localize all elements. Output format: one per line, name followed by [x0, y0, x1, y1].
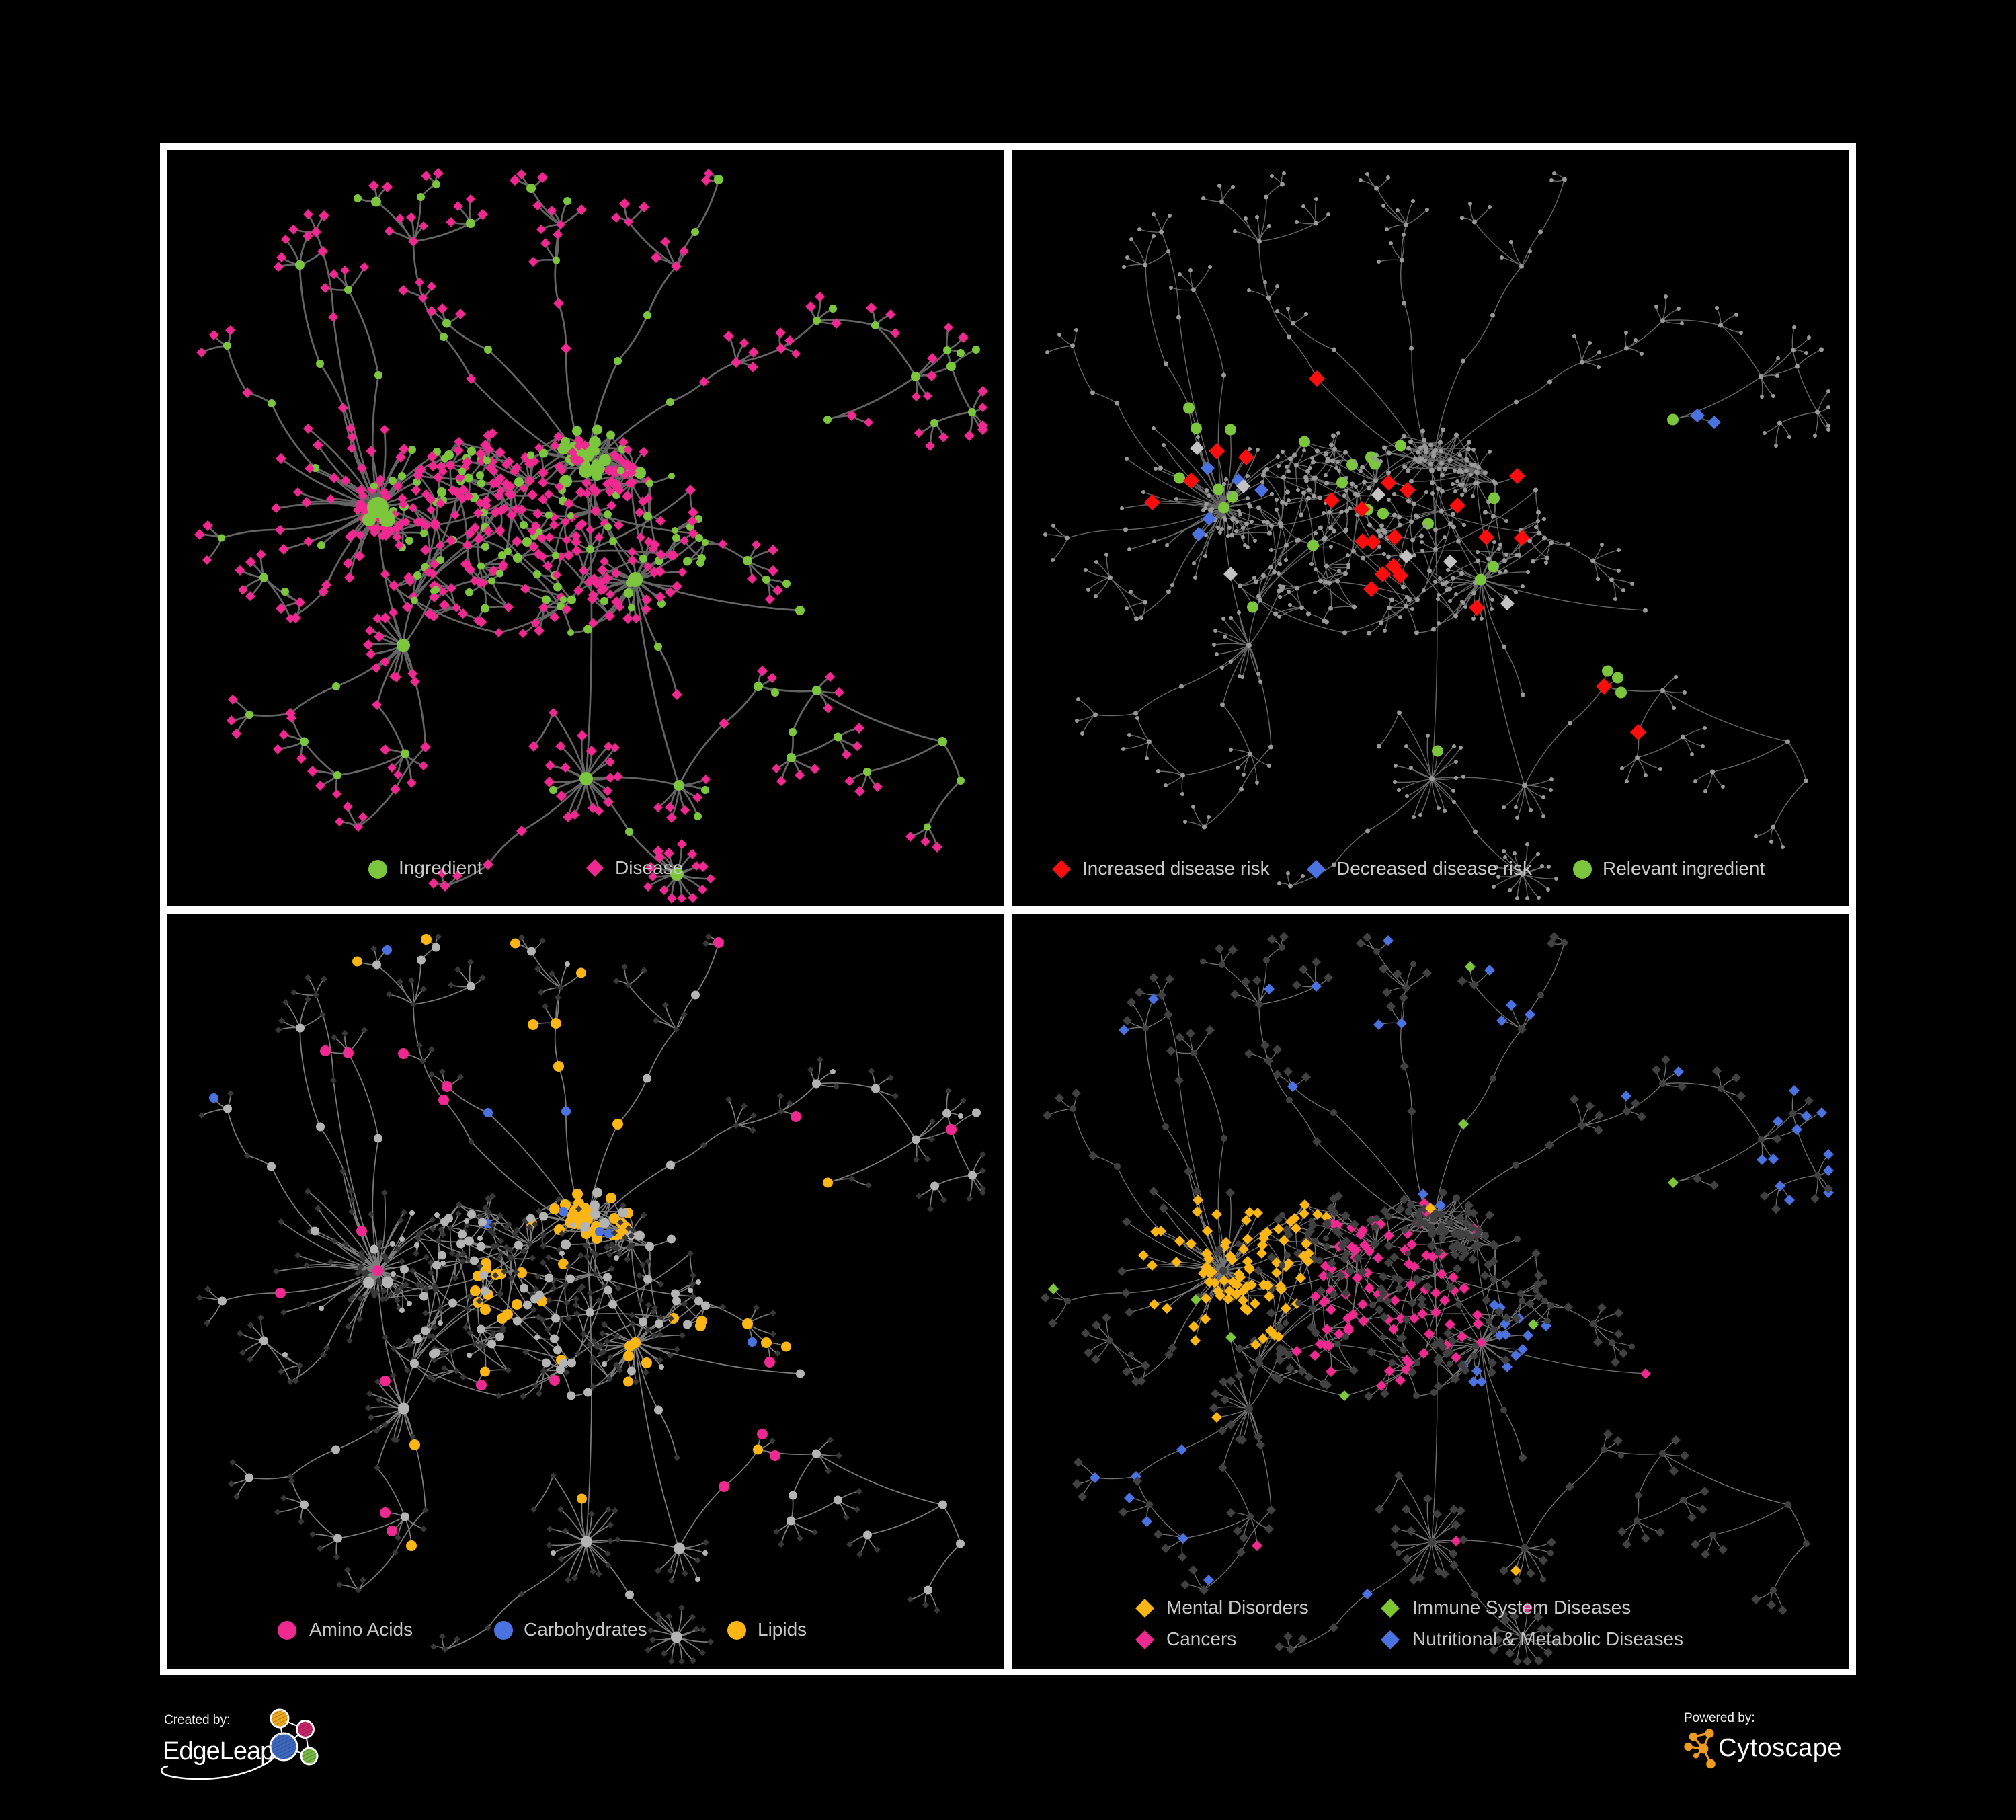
svg-text:Lipids: Lipids [758, 1619, 807, 1640]
svg-text:Powered by:: Powered by: [1684, 1711, 1755, 1725]
svg-text:Relevant ingredient: Relevant ingredient [1603, 858, 1765, 879]
svg-text:Immune System Diseases: Immune System Diseases [1412, 1597, 1631, 1618]
svg-text:Increased disease risk: Increased disease risk [1082, 858, 1271, 879]
svg-text:Disease: Disease [615, 857, 683, 878]
svg-text:Ingredient: Ingredient [399, 857, 483, 878]
svg-text:Mental Disorders: Mental Disorders [1166, 1597, 1309, 1618]
svg-text:Amino Acids: Amino Acids [309, 1619, 413, 1640]
svg-text:Decreased disease risk: Decreased disease risk [1336, 858, 1533, 879]
svg-text:Carbohydrates: Carbohydrates [524, 1619, 647, 1640]
svg-text:EdgeLeap: EdgeLeap [163, 1737, 274, 1766]
svg-text:Nutritional & Metabolic Diseas: Nutritional & Metabolic Diseases [1412, 1628, 1683, 1649]
svg-text:Created by:: Created by: [164, 1713, 230, 1727]
svg-text:Cytoscape: Cytoscape [1718, 1734, 1842, 1762]
svg-text:Cancers: Cancers [1166, 1628, 1236, 1649]
